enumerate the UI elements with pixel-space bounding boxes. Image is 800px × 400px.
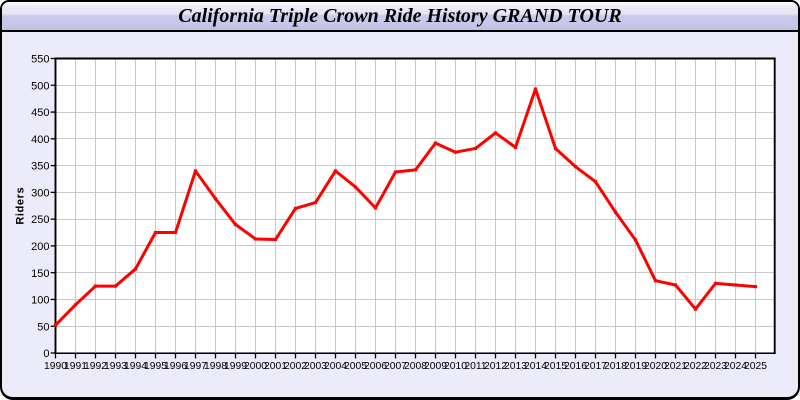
svg-text:1995: 1995 (144, 361, 167, 372)
svg-text:2012: 2012 (484, 361, 507, 372)
svg-text:2008: 2008 (404, 361, 427, 372)
svg-text:2025: 2025 (744, 361, 767, 372)
svg-text:Riders: Riders (15, 187, 27, 225)
svg-text:1998: 1998 (204, 361, 227, 372)
svg-text:1993: 1993 (104, 361, 127, 372)
svg-text:1990: 1990 (44, 361, 67, 372)
svg-text:2013: 2013 (504, 361, 527, 372)
svg-text:2020: 2020 (644, 361, 667, 372)
svg-text:2007: 2007 (384, 361, 407, 372)
svg-text:1992: 1992 (84, 361, 107, 372)
svg-text:2023: 2023 (704, 361, 727, 372)
svg-text:2017: 2017 (584, 361, 607, 372)
svg-text:2022: 2022 (684, 361, 707, 372)
svg-text:2000: 2000 (244, 361, 267, 372)
svg-text:450: 450 (31, 107, 49, 119)
svg-text:2005: 2005 (344, 361, 367, 372)
svg-text:350: 350 (31, 161, 49, 173)
svg-text:2001: 2001 (264, 361, 287, 372)
svg-text:0: 0 (43, 348, 49, 360)
svg-text:2011: 2011 (464, 361, 486, 372)
svg-text:2003: 2003 (304, 361, 327, 372)
svg-text:2015: 2015 (544, 361, 567, 372)
svg-text:2021: 2021 (664, 361, 687, 372)
svg-text:2019: 2019 (624, 361, 647, 372)
svg-text:1999: 1999 (224, 361, 247, 372)
svg-text:1996: 1996 (164, 361, 187, 372)
svg-text:2010: 2010 (444, 361, 467, 372)
svg-text:250: 250 (31, 214, 49, 226)
svg-text:1997: 1997 (184, 361, 207, 372)
svg-text:2014: 2014 (524, 361, 547, 372)
svg-text:2024: 2024 (724, 361, 747, 372)
svg-text:550: 550 (31, 54, 49, 66)
svg-text:2016: 2016 (564, 361, 587, 372)
svg-text:100: 100 (31, 295, 49, 307)
svg-text:2002: 2002 (284, 361, 307, 372)
svg-text:1991: 1991 (64, 361, 87, 372)
svg-text:400: 400 (31, 134, 49, 146)
svg-text:2009: 2009 (424, 361, 447, 372)
svg-text:2004: 2004 (324, 361, 347, 372)
svg-text:50: 50 (37, 321, 49, 333)
svg-text:150: 150 (31, 268, 49, 280)
svg-text:500: 500 (31, 80, 49, 92)
svg-text:2006: 2006 (364, 361, 387, 372)
svg-text:200: 200 (31, 241, 49, 253)
svg-text:1994: 1994 (124, 361, 147, 372)
svg-text:300: 300 (31, 187, 49, 199)
svg-text:2018: 2018 (604, 361, 627, 372)
